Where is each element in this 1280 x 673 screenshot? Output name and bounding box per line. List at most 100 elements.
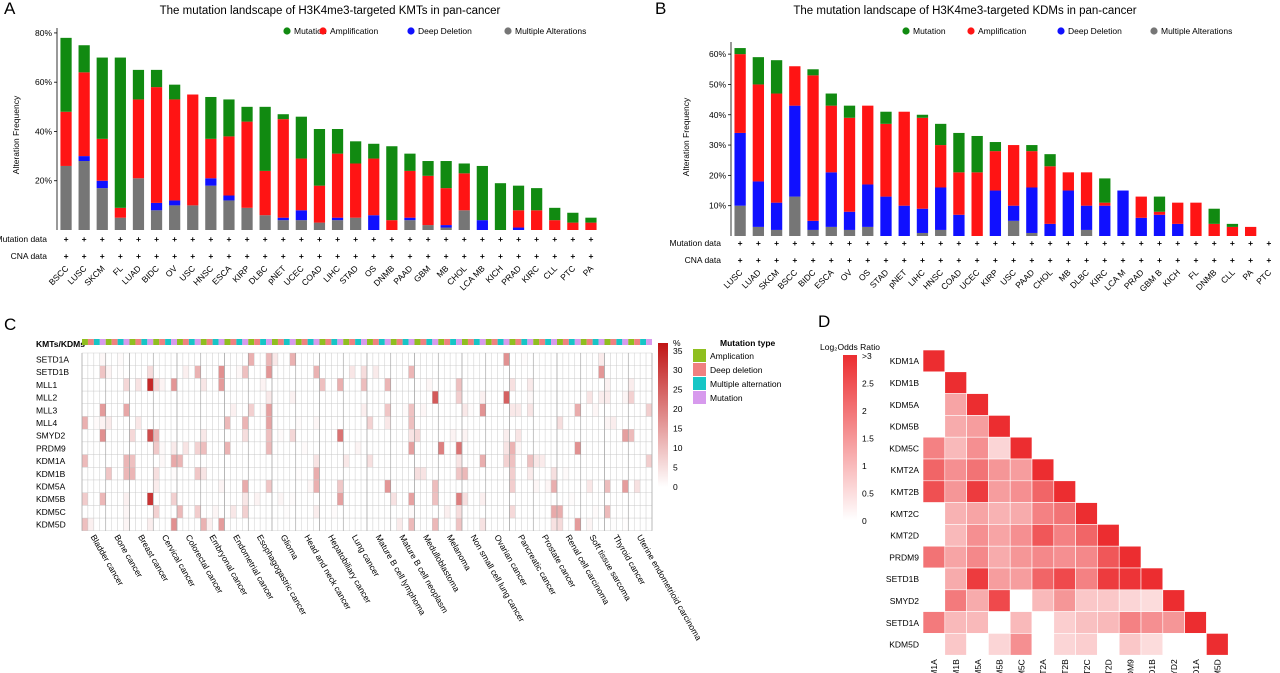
chart-a-bar-segment [512, 227, 525, 230]
heatmap-cell [396, 441, 403, 455]
chart-a-bar-segment [386, 220, 398, 230]
heatmap-cell [449, 378, 457, 392]
chart-a-row-label: Mutation data [0, 234, 47, 244]
heatmap-cell [343, 492, 350, 506]
heatmap-cell [639, 454, 647, 468]
mutation-type-title: Mutation type [720, 338, 776, 348]
heatmap-cell [253, 479, 261, 493]
heatmap-cell [93, 517, 101, 531]
heatmap-cell [449, 492, 457, 506]
gene-column-label: KMT2B [1060, 659, 1070, 673]
heatmap-cell [497, 352, 504, 366]
mutation-type-strip [171, 339, 177, 345]
heatmap-cell [384, 441, 391, 455]
heatmap-cell [307, 416, 314, 430]
gene-column-label: KDM5A [973, 659, 983, 673]
odds-ratio-cell [1162, 589, 1185, 612]
odds-ratio-title: Log₂Odds Ratio [820, 342, 880, 352]
mutation-type-strip [509, 339, 516, 345]
heatmap-cell [538, 454, 546, 468]
heatmap-cell [497, 479, 504, 493]
mutation-type-strip [105, 339, 112, 345]
chart-a-bar-segment [404, 220, 416, 230]
chart-a-row-marker: + [389, 251, 394, 261]
heatmap-cell [283, 352, 291, 366]
chart-b-row-marker: + [1048, 255, 1053, 265]
heatmap-cell [461, 467, 469, 481]
gene-column-label: KDM5B [995, 659, 1005, 673]
heatmap-cell [503, 467, 510, 481]
chart-b-row-marker: + [1011, 255, 1016, 265]
heatmap-cell [438, 378, 445, 392]
mutation-type-strip [111, 339, 118, 345]
heatmap-cell [147, 390, 154, 405]
scale-tick-label: 5 [673, 463, 678, 473]
heatmap-cell [307, 390, 314, 405]
chart-a-bar-segment [422, 175, 434, 226]
chart-b-bar-segment [752, 84, 765, 182]
chart-a-row-marker: + [226, 251, 231, 261]
heatmap-cell [277, 479, 285, 493]
mutation-type-strip [473, 339, 480, 345]
chart-b-bar-segment [1172, 223, 1184, 236]
heatmap-cell [188, 505, 196, 519]
heatmap-cell [325, 505, 332, 519]
heatmap-cell [105, 429, 112, 443]
chart-b-bar-segment [1080, 205, 1093, 230]
heatmap-cell [455, 479, 463, 493]
chart-b-bar-segment [1208, 208, 1220, 224]
heatmap-cell [479, 441, 486, 455]
heatmap-cell [443, 429, 451, 443]
heatmap-cell [515, 365, 522, 379]
heatmap-cell [633, 390, 641, 405]
heatmap-cell [242, 378, 249, 392]
heatmap-cell [533, 365, 540, 379]
heatmap-cell [147, 365, 154, 379]
heatmap-cell [645, 429, 653, 443]
heatmap-cell [277, 352, 285, 366]
odds-ratio-cell [922, 524, 946, 547]
heatmap-cell [206, 479, 213, 493]
chart-a-category-label: KIRC [520, 263, 541, 284]
heatmap-cell [485, 390, 492, 405]
heatmap-cell [485, 416, 492, 430]
heatmap-cell [99, 429, 106, 443]
mutation-type-swatch [693, 349, 706, 362]
odds-ratio-cell [1031, 502, 1055, 525]
heatmap-cell [550, 390, 558, 405]
heatmap-cell [378, 492, 386, 506]
heatmap-cell [497, 403, 504, 417]
heatmap-cell [135, 517, 142, 531]
gene-column-label: SMYD2 [1169, 659, 1179, 673]
heatmap-cell [384, 454, 391, 468]
mutation-type-strip [367, 339, 373, 345]
heatmap-cell [182, 429, 190, 443]
heatmap-cell [271, 479, 279, 493]
chart-b-row-marker: + [829, 238, 834, 248]
chart-b-bar-segment [953, 132, 965, 173]
mutation-type-strip [539, 339, 546, 345]
heatmap-cell [188, 441, 196, 455]
chart-b-row-marker: + [829, 255, 834, 265]
heatmap-cell [301, 492, 308, 506]
heatmap-cell [117, 403, 124, 417]
heatmap-cell [426, 403, 433, 417]
heatmap-cell [283, 429, 291, 443]
heatmap-cell [598, 429, 605, 443]
mutation-type-strip [580, 339, 587, 345]
chart-b-bar-segment [916, 232, 929, 236]
heatmap-cell [194, 505, 201, 519]
heatmap-cell [396, 492, 403, 506]
heatmap-cell [550, 429, 558, 443]
heatmap-cell [93, 352, 101, 366]
odds-scale-tick-label: >3 [862, 351, 872, 361]
chart-b-row-marker: + [847, 238, 852, 248]
heatmap-cell [248, 390, 255, 405]
heatmap-cell [141, 505, 148, 519]
heatmap-cell [592, 492, 599, 506]
heatmap-cell [420, 454, 427, 468]
heatmap-cell [248, 378, 255, 392]
heatmap-cell [153, 429, 160, 443]
chart-a-row-marker: + [480, 234, 485, 244]
heatmap-cell [212, 441, 219, 455]
